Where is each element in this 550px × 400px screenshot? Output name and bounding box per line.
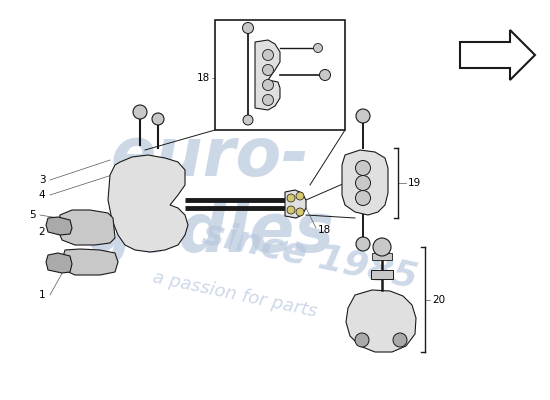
Circle shape — [287, 206, 295, 214]
Text: 1: 1 — [39, 290, 45, 300]
Circle shape — [243, 22, 254, 34]
Circle shape — [356, 109, 370, 123]
Circle shape — [314, 44, 322, 52]
Circle shape — [262, 94, 273, 106]
Polygon shape — [46, 217, 72, 235]
Circle shape — [355, 160, 371, 176]
Text: a passion for parts: a passion for parts — [151, 269, 319, 321]
Circle shape — [296, 192, 304, 200]
Circle shape — [355, 190, 371, 206]
Circle shape — [262, 64, 273, 76]
Polygon shape — [342, 150, 388, 215]
Text: 18: 18 — [318, 225, 331, 235]
Polygon shape — [58, 210, 115, 245]
Text: 4: 4 — [39, 190, 45, 200]
Text: 2: 2 — [39, 227, 45, 237]
Circle shape — [133, 105, 147, 119]
Text: 5: 5 — [29, 210, 35, 220]
Text: 20: 20 — [432, 295, 445, 305]
Polygon shape — [46, 253, 72, 273]
Text: 19: 19 — [408, 178, 421, 188]
Circle shape — [262, 80, 273, 90]
Circle shape — [152, 113, 164, 125]
Polygon shape — [108, 155, 188, 252]
Circle shape — [355, 333, 369, 347]
Text: 18: 18 — [197, 73, 210, 83]
Bar — [372, 253, 392, 260]
Circle shape — [296, 208, 304, 216]
Text: euro-
godles: euro- godles — [85, 124, 334, 266]
Circle shape — [355, 176, 371, 190]
Bar — [215, 20, 345, 130]
Text: since 1985: since 1985 — [200, 216, 420, 294]
Circle shape — [393, 333, 407, 347]
Polygon shape — [62, 249, 118, 275]
Polygon shape — [255, 40, 280, 110]
Circle shape — [356, 237, 370, 251]
Bar — [371, 270, 393, 279]
Circle shape — [243, 115, 253, 125]
Polygon shape — [285, 190, 306, 218]
Circle shape — [320, 70, 331, 80]
Circle shape — [262, 50, 273, 60]
Circle shape — [373, 238, 391, 256]
Circle shape — [287, 194, 295, 202]
Text: 3: 3 — [39, 175, 45, 185]
Polygon shape — [346, 290, 416, 352]
